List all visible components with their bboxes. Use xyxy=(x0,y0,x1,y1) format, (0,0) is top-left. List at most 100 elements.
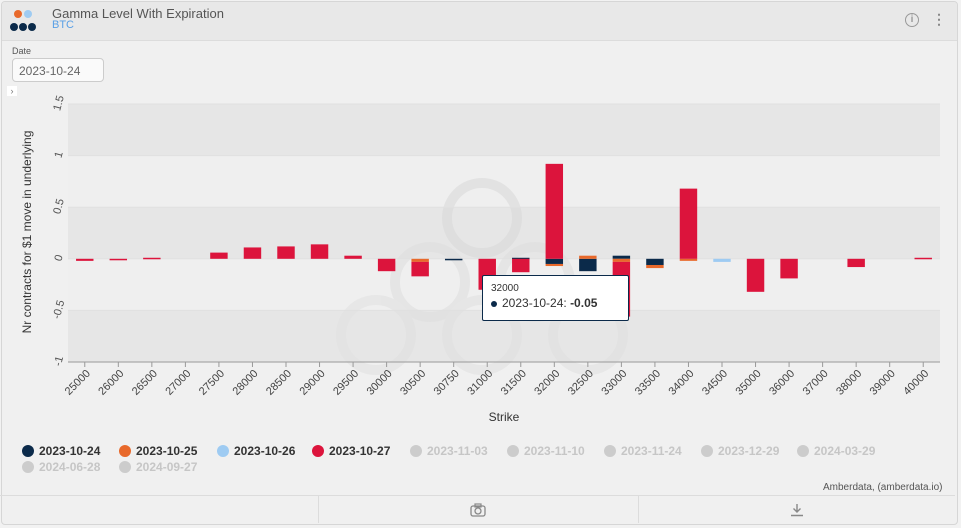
bar xyxy=(377,258,396,272)
tooltip-series-dot xyxy=(491,300,497,307)
legend-item[interactable]: 2023-11-03 xyxy=(410,444,488,458)
legend-item[interactable]: 2024-06-28 xyxy=(22,460,100,474)
bar xyxy=(344,255,362,259)
tooltip-line: 2023-10-24: -0.05 xyxy=(491,296,597,310)
amberdata-logo-icon xyxy=(10,10,36,31)
x-tick-label: 33500 xyxy=(633,368,663,398)
legend-dot xyxy=(797,445,809,457)
tooltip-value: -0.05 xyxy=(570,296,598,310)
download-button[interactable] xyxy=(638,496,955,523)
expand-chevron-icon[interactable]: › xyxy=(7,86,17,96)
legend-item[interactable]: 2023-10-26 xyxy=(217,444,295,458)
legend-dot xyxy=(119,461,131,473)
x-tick-label: 35000 xyxy=(734,368,764,398)
bar xyxy=(310,244,329,259)
x-tick-label: 37000 xyxy=(801,368,831,398)
legend-dot xyxy=(604,445,616,457)
legend-label: 2024-09-27 xyxy=(136,460,198,474)
legend-item[interactable]: 2023-11-24 xyxy=(604,444,682,458)
bar xyxy=(545,263,564,267)
bar xyxy=(277,246,295,259)
bar xyxy=(579,255,597,259)
widget-header: Gamma Level With Expiration BTC i ⋮ xyxy=(2,2,957,41)
legend-dot xyxy=(507,445,519,457)
x-tick-label: 26000 xyxy=(96,368,126,398)
legend-dot xyxy=(22,445,34,457)
x-tick-label: 30500 xyxy=(398,368,428,398)
legend-dot xyxy=(22,461,34,473)
bar xyxy=(545,163,564,259)
tooltip-title: 32000 xyxy=(491,283,519,294)
bar xyxy=(612,258,631,262)
x-tick-label: 33000 xyxy=(599,368,629,398)
x-tick-label: 25000 xyxy=(63,368,93,398)
x-tick-label: 34000 xyxy=(666,368,696,398)
legend-label: 2023-10-24 xyxy=(39,444,101,458)
x-tick-label: 29500 xyxy=(331,368,361,398)
bar xyxy=(243,247,262,259)
bar xyxy=(646,264,664,269)
legend-item[interactable]: 2023-10-25 xyxy=(119,444,197,458)
legend-item[interactable]: 2024-09-27 xyxy=(119,460,197,474)
x-tick-label: 26500 xyxy=(130,368,160,398)
legend-label: 2023-11-03 xyxy=(427,444,488,458)
chart-credit[interactable]: Amberdata, (amberdata.io) xyxy=(823,482,943,493)
grid-band xyxy=(68,104,940,156)
info-icon[interactable]: i xyxy=(905,13,919,27)
bar xyxy=(444,258,463,261)
legend-label: 2024-06-28 xyxy=(39,460,101,474)
camera-icon xyxy=(470,502,486,517)
legend-item[interactable]: 2023-10-27 xyxy=(312,444,390,458)
chart-tooltip: 32000 2023-10-24: -0.05 xyxy=(482,275,629,321)
y-tick-label: 0 xyxy=(53,254,66,263)
tooltip-series-name: 2023-10-24 xyxy=(502,296,564,310)
bar xyxy=(210,252,228,259)
legend-label: 2023-10-27 xyxy=(329,444,391,458)
legend-label: 2024-03-29 xyxy=(814,444,876,458)
legend-dot xyxy=(217,445,229,457)
legend-label: 2023-10-25 xyxy=(136,444,198,458)
legend-dot xyxy=(701,445,713,457)
legend-item[interactable]: 2024-03-29 xyxy=(797,444,875,458)
legend-item[interactable]: 2023-10-24 xyxy=(22,444,100,458)
more-menu-icon[interactable]: ⋮ xyxy=(932,11,946,27)
legend-dot xyxy=(312,445,324,457)
y-tick-label: 1 xyxy=(53,150,66,159)
bar xyxy=(746,258,765,292)
bar xyxy=(713,258,731,262)
legend-item[interactable]: 2023-12-29 xyxy=(701,444,779,458)
x-tick-label: 36000 xyxy=(767,368,797,398)
legend-dot xyxy=(410,445,422,457)
x-tick-label: 30750 xyxy=(432,368,462,398)
x-axis-label: Strike xyxy=(489,410,520,424)
x-tick-label: 38000 xyxy=(834,368,864,398)
legend-item[interactable]: 2023-11-10 xyxy=(507,444,585,458)
screenshot-button[interactable] xyxy=(318,496,638,523)
bar xyxy=(411,258,429,262)
bar xyxy=(512,258,530,273)
bar xyxy=(143,257,161,260)
bar xyxy=(679,258,698,261)
date-input[interactable]: 2023-10-24 xyxy=(12,58,104,82)
legend-label: 2023-11-10 xyxy=(524,444,585,458)
footer-divider xyxy=(318,496,319,523)
bar xyxy=(512,257,530,260)
y-tick-label: -0.5 xyxy=(51,299,68,320)
widget-footer xyxy=(0,495,955,523)
bar xyxy=(780,258,798,279)
y-tick-label: 0.5 xyxy=(51,197,67,215)
download-icon xyxy=(790,503,803,516)
bar xyxy=(579,258,597,272)
x-tick-label: 40000 xyxy=(901,368,931,398)
widget-subtitle[interactable]: BTC xyxy=(52,19,74,31)
legend-label: 2023-10-26 xyxy=(234,444,296,458)
x-tick-label: 34500 xyxy=(700,368,730,398)
x-tick-label: 32000 xyxy=(532,368,562,398)
bar xyxy=(914,257,932,260)
date-label: Date xyxy=(12,46,32,56)
bar xyxy=(847,258,865,268)
x-tick-label: 28500 xyxy=(264,368,294,398)
bar xyxy=(545,258,564,264)
x-tick-label: 39000 xyxy=(868,368,898,398)
